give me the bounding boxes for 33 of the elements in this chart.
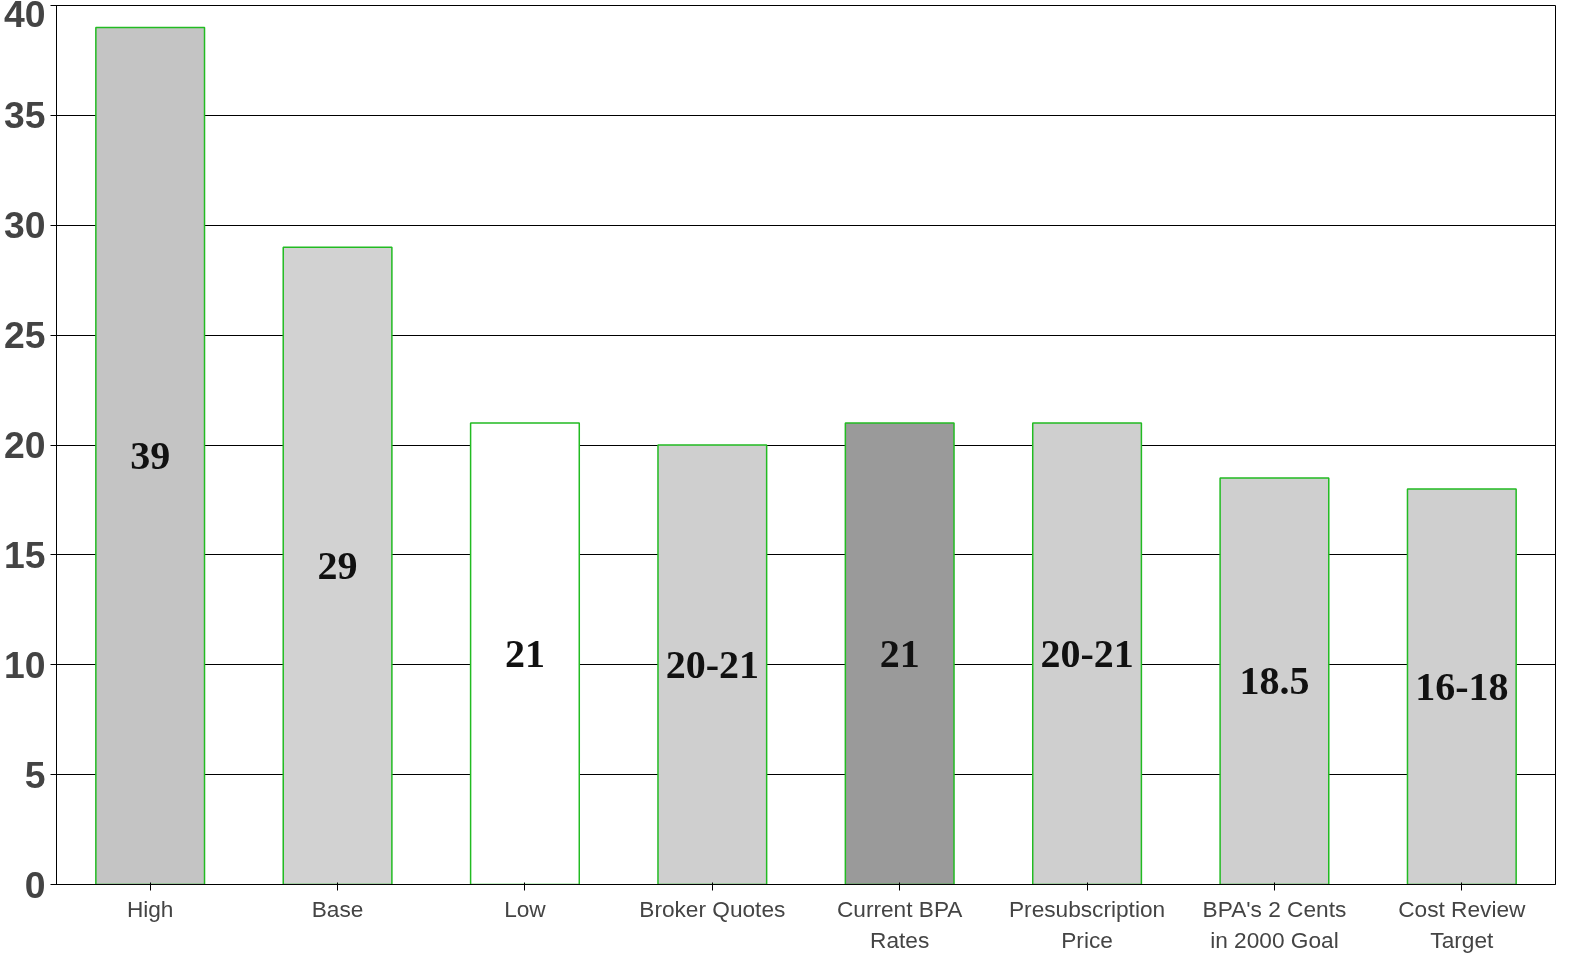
data-label: 21 xyxy=(879,630,920,676)
bar xyxy=(1406,488,1517,885)
x-tick-label: Broker Quotes xyxy=(639,895,786,922)
bar xyxy=(657,444,768,885)
y-tick-label: 25 xyxy=(3,314,46,357)
data-label: 39 xyxy=(130,432,171,478)
data-label: 18.5 xyxy=(1239,658,1310,704)
data-label: 21 xyxy=(504,630,545,676)
y-tick-label: 30 xyxy=(3,204,46,247)
y-tick-label: 0 xyxy=(24,863,46,906)
data-label: 20-21 xyxy=(665,641,759,687)
bar xyxy=(844,422,955,885)
y-tick-label: 40 xyxy=(3,0,46,35)
bar xyxy=(1031,422,1143,885)
x-tick-label: Current BPA Rates xyxy=(836,895,964,953)
y-tick-label: 20 xyxy=(3,424,46,466)
y-tick-label: 35 xyxy=(3,94,46,137)
data-label: 20-21 xyxy=(1040,630,1134,676)
x-tick-label: Base xyxy=(311,895,364,922)
data-label: 29 xyxy=(317,542,358,588)
x-tick-label: Presubscription Price xyxy=(1008,895,1166,953)
x-tick-label: Cost Review Target xyxy=(1398,895,1527,953)
bar xyxy=(1219,477,1330,885)
x-tick-label: BPA's 2 Cents in 2000 Goal xyxy=(1202,895,1347,953)
x-tick-label: Low xyxy=(504,895,547,922)
y-tick-label: 5 xyxy=(24,753,46,796)
bar xyxy=(469,422,581,885)
bar xyxy=(95,26,206,885)
bar xyxy=(282,246,393,885)
y-tick-label: 15 xyxy=(3,533,46,576)
y-tick-label: 10 xyxy=(3,643,46,686)
data-label: 16-18 xyxy=(1415,663,1509,709)
x-tick-label: High xyxy=(126,895,174,922)
